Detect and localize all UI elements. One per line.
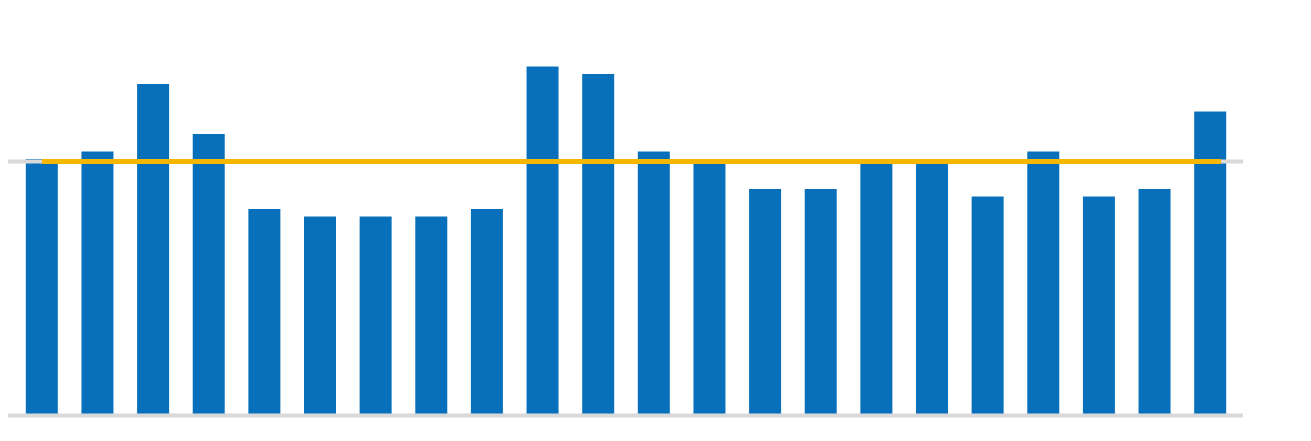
bar [248, 209, 281, 414]
bar [1082, 196, 1115, 414]
bar [192, 134, 225, 414]
bar [470, 209, 503, 414]
bar [304, 216, 336, 414]
bar [1138, 189, 1171, 414]
bar [804, 189, 837, 414]
bar [582, 74, 615, 414]
bar [1194, 111, 1227, 414]
bar [1027, 151, 1060, 414]
bar [137, 84, 170, 414]
bar [359, 216, 392, 414]
bar [526, 66, 559, 414]
bar [749, 189, 782, 414]
bar-series [25, 66, 1227, 414]
bar [637, 151, 670, 414]
bar [25, 159, 58, 414]
bar [860, 161, 893, 414]
bar [693, 159, 726, 414]
bar [415, 216, 448, 414]
bar [81, 151, 114, 414]
bar [971, 196, 1004, 414]
bar [916, 161, 948, 414]
